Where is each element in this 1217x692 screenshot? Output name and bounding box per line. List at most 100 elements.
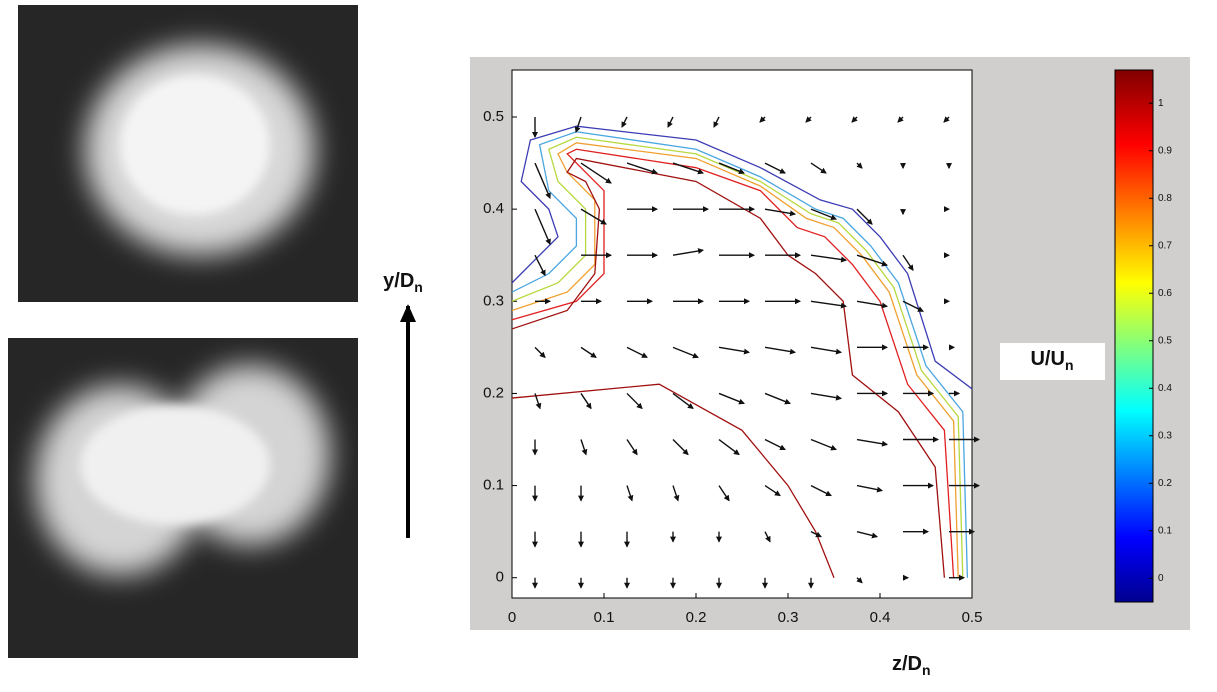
- colorbar-tick-label: 0.3: [1158, 430, 1172, 441]
- colorbar-tick-label: 0: [1158, 573, 1164, 584]
- velocity-arrow: [810, 531, 822, 538]
- velocity-arrow: [856, 438, 888, 447]
- velocity-arrow: [810, 484, 832, 497]
- colorbar-tick-label: 0.8: [1158, 193, 1172, 204]
- velocity-arrow: [810, 208, 837, 221]
- velocity-arrow: [718, 438, 740, 456]
- x-tick-label: 0.1: [594, 609, 615, 626]
- velocity-arrow: [672, 162, 704, 175]
- velocity-arrow: [580, 162, 612, 184]
- plot-area: [511, 69, 973, 599]
- velocity-arrow: [672, 346, 699, 359]
- velocity-arrow: [534, 346, 546, 359]
- y-tick-label: 0.2: [483, 384, 504, 401]
- velocity-arrow: [534, 162, 551, 199]
- velocity-arrow: [574, 116, 582, 133]
- colorbar-tick-label: 0.9: [1158, 145, 1172, 156]
- velocity-arrow: [534, 254, 546, 277]
- x-tick-label: 0.3: [778, 609, 799, 626]
- velocity-arrow: [626, 439, 638, 456]
- velocity-arrow: [810, 346, 842, 355]
- x-tick-label: 0: [508, 609, 516, 626]
- velocity-arrow: [764, 346, 796, 355]
- velocity-arrow: [759, 116, 766, 123]
- velocity-arrow: [626, 162, 658, 175]
- velocity-arrow: [810, 162, 827, 174]
- velocity-arrow: [718, 392, 745, 405]
- velocity-arrow: [902, 300, 924, 312]
- velocity-arrow: [856, 162, 863, 169]
- velocity-arrow: [672, 485, 680, 502]
- velocity-arrow: [810, 438, 837, 451]
- plot-layer: 0 0.1 0.2 0.3 0.4 0.5 0 0.1 0.2 0.3 0.4 0.5 0 0.1 0.2 0…: [483, 98, 1172, 626]
- velocity-arrow: [897, 116, 904, 123]
- velocity-arrow: [718, 162, 745, 174]
- colorbar-tick-label: 1: [1158, 98, 1164, 109]
- colorbar-tick-label: 0.2: [1158, 478, 1172, 489]
- x-tick-label: 0.4: [870, 609, 891, 626]
- velocity-arrow: [764, 484, 781, 497]
- velocity-arrow: [902, 254, 914, 272]
- velocity-arrow: [856, 300, 888, 309]
- contour-line: [511, 125, 973, 390]
- x-tick-label: 0.2: [686, 609, 707, 626]
- x-tick-label: 0.5: [962, 609, 983, 626]
- velocity-arrow: [534, 393, 542, 410]
- y-tick-label: 0: [496, 569, 504, 586]
- photo-top: [18, 5, 358, 302]
- velocity-arrow: [943, 116, 950, 123]
- velocity-arrow: [764, 438, 786, 451]
- velocity-arrow: [718, 346, 750, 355]
- colorbar-tick-label: 0.5: [1158, 335, 1172, 346]
- colorbar-tick-label: 0.4: [1158, 383, 1172, 394]
- x-axis-label: z/Dn: [892, 653, 931, 677]
- velocity-arrow: [856, 484, 883, 493]
- contour-line: [511, 136, 964, 578]
- velocity-arrow: [810, 392, 842, 401]
- colorbar-tick-label: 0.7: [1158, 240, 1172, 251]
- velocity-arrow: [667, 116, 674, 128]
- velocity-arrow: [626, 485, 634, 502]
- colorbar-label-box: [1000, 343, 1105, 380]
- velocity-arrow: [764, 392, 791, 405]
- velocity-arrow: [851, 116, 858, 123]
- y-tick-label: 0.4: [483, 200, 504, 217]
- velocity-arrow: [718, 485, 730, 502]
- velocity-arrow: [764, 531, 771, 543]
- contour-line: [511, 142, 959, 578]
- velocity-arrow: [626, 346, 648, 358]
- velocity-arrow: [805, 116, 812, 123]
- velocity-arrow: [810, 254, 847, 263]
- y-tick-label: 0.5: [483, 108, 504, 125]
- y-axis-label: y/Dn: [383, 270, 423, 294]
- contour-line: [511, 383, 835, 578]
- velocity-arrow: [580, 346, 597, 358]
- photo-bottom: [8, 338, 358, 658]
- velocity-arrow: [672, 439, 689, 456]
- velocity-arrow: [626, 392, 643, 410]
- velocity-arrow: [764, 208, 796, 217]
- velocity-arrow: [810, 300, 847, 309]
- velocity-arrow: [621, 116, 628, 128]
- colorbar: [1114, 69, 1154, 603]
- velocity-arrow: [534, 208, 551, 246]
- velocity-arrow: [856, 530, 878, 539]
- velocity-arrow: [856, 254, 888, 267]
- velocity-arrow: [672, 248, 704, 256]
- velocity-arrow: [856, 577, 863, 584]
- colorbar-tick-label: 0.6: [1158, 288, 1172, 299]
- y-tick-label: 0.1: [483, 477, 504, 494]
- y-tick-label: 0.3: [483, 292, 504, 309]
- velocity-arrow: [672, 392, 694, 410]
- velocity-arrow: [856, 208, 873, 225]
- velocity-arrow: [580, 439, 588, 456]
- velocity-arrow: [580, 393, 592, 410]
- colorbar-tick-label: 0.1: [1158, 525, 1172, 536]
- contour-line: [511, 131, 969, 578]
- velocity-arrow: [764, 162, 786, 174]
- colorbar-label: U/Un: [1030, 348, 1073, 372]
- contour-line: [511, 148, 955, 578]
- velocity-arrow: [580, 208, 607, 225]
